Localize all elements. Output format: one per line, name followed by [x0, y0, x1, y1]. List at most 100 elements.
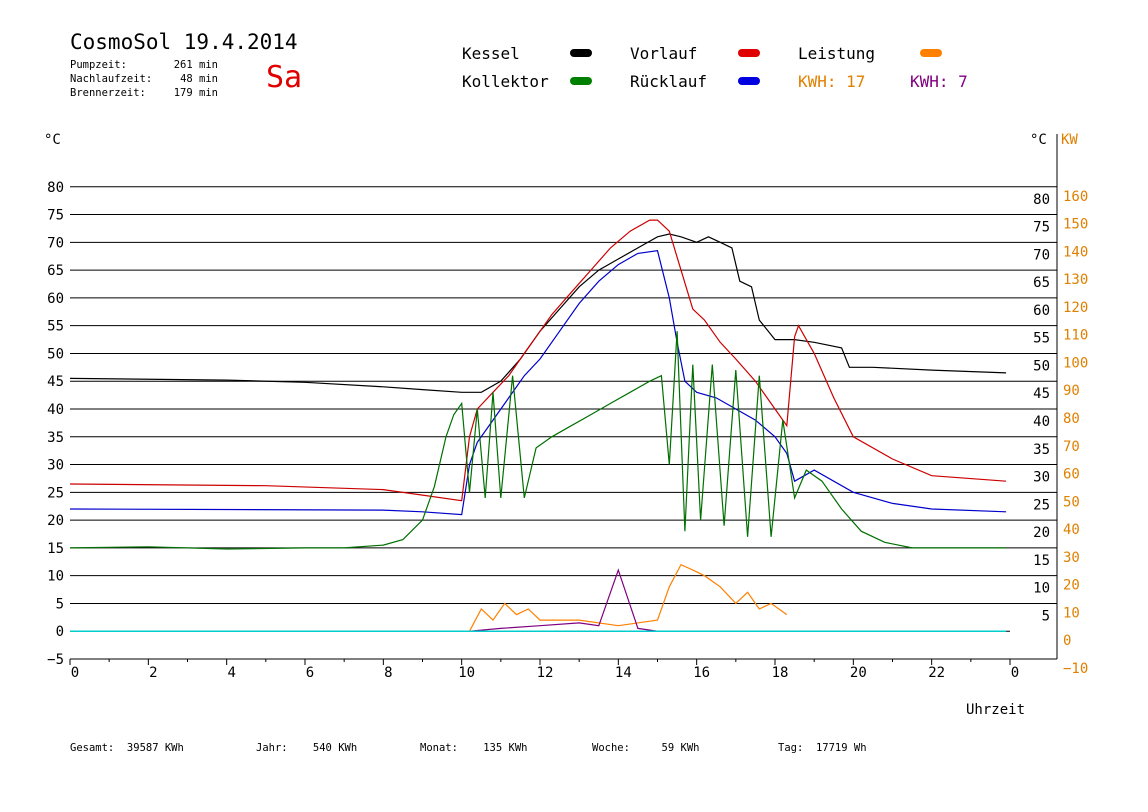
series-line-kessel: [69, 233, 1007, 393]
legend-label-kollektor: Kollektor: [462, 72, 549, 91]
stat-label: Pumpzeit:: [70, 59, 127, 71]
y-tick-label-right: 65: [1033, 275, 1050, 291]
y-tick-label-left: 5: [56, 596, 64, 612]
x-tick-label: 18: [772, 665, 789, 681]
stat-label: Nachlaufzeit:: [70, 73, 153, 85]
stat-value: 261 min: [173, 59, 218, 71]
y-tick-label-right: 20: [1033, 525, 1050, 541]
y-tick-label-left: 0: [56, 624, 64, 640]
y-tick-label-left: 40: [47, 402, 64, 418]
left-unit-label: °C: [44, 132, 61, 148]
series-lines: [69, 219, 1007, 632]
footer-label: Monat:: [420, 742, 458, 754]
x-tick-label: 0: [71, 665, 79, 681]
footer-value: 59 KWh: [661, 742, 700, 754]
y-tick-label-right: 75: [1033, 220, 1050, 236]
x-axis-label: Uhrzeit: [966, 702, 1025, 718]
y-tick-label-kw: 20: [1063, 578, 1080, 594]
stat-nachlaufzeit: Nachlaufzeit: 48 min: [70, 72, 218, 86]
legend-label-ruecklauf: Rücklauf: [630, 72, 708, 91]
footer-gesamt: Gesamt: 39587 KWh: [70, 742, 184, 754]
page-title: CosmoSol 19.4.2014: [70, 30, 298, 54]
x-tick-label: 6: [306, 665, 314, 681]
footer-jahr: Jahr: 540 KWh: [256, 742, 357, 754]
y-tick-label-left: 45: [47, 374, 64, 390]
footer-woche: Woche: 59 KWh: [592, 742, 699, 754]
y-tick-label-left: 65: [47, 263, 64, 279]
y-tick-label-right: 40: [1033, 414, 1050, 430]
y-tick-label-left: 50: [47, 346, 64, 362]
y-tick-label-left: 25: [47, 485, 64, 501]
y-tick-label-right: 45: [1033, 386, 1050, 402]
x-tick-label: 22: [928, 665, 945, 681]
footer-value: 540 KWh: [312, 742, 358, 754]
y-tick-label-right: 55: [1033, 331, 1050, 347]
legend-swatch-kollektor: [570, 77, 592, 85]
x-tick-label: 12: [537, 665, 554, 681]
footer-label: Tag:: [778, 742, 804, 754]
y-tick-label-kw: 130: [1063, 272, 1088, 288]
footer-value: 17719 Wh: [815, 742, 867, 754]
x-tick-label: 0: [1011, 665, 1019, 681]
y-tick-label-left: 70: [47, 235, 64, 251]
x-tick-label: 2: [149, 665, 157, 681]
footer-label: Gesamt:: [70, 742, 115, 754]
footer-value: 135 KWh: [483, 742, 528, 754]
y-tick-label-right: 50: [1033, 358, 1050, 374]
y-tick-label-right: 80: [1033, 192, 1050, 208]
stat-value: 48 min: [180, 73, 218, 85]
tick-labels: 80757065605550454035302520151050−5807570…: [47, 180, 1088, 681]
x-tick-label: 14: [615, 665, 632, 681]
series-line-ruecklauf: [69, 250, 1007, 516]
x-tick-label: 4: [227, 665, 235, 681]
legend-label-leistung: Leistung: [798, 44, 876, 63]
stat-brennerzeit: Brennerzeit: 179 min: [70, 86, 218, 100]
y-tick-label-kw: 60: [1063, 467, 1080, 483]
y-tick-label-kw: 100: [1063, 355, 1088, 371]
legend-label-kessel: Kessel: [462, 44, 520, 63]
x-tick-label: 10: [458, 665, 475, 681]
x-tick-label: 16: [693, 665, 710, 681]
series-line-leistung: [468, 563, 788, 632]
legend-label-vorlauf: Vorlauf: [630, 44, 698, 63]
y-tick-label-kw: 40: [1063, 522, 1080, 538]
y-tick-label-left: 60: [47, 291, 64, 307]
series-line-kollektor: [69, 331, 1007, 550]
weekday-label: Sa: [266, 60, 303, 95]
y-tick-label-left: 35: [47, 430, 64, 446]
y-tick-label-kw: 0: [1063, 633, 1071, 649]
legend-swatch-vorlauf: [738, 49, 760, 57]
gridlines: [70, 186, 1057, 632]
y-tick-label-kw: 150: [1063, 217, 1088, 233]
y-tick-label-left: −5: [47, 652, 64, 668]
y-tick-label-kw: 10: [1063, 605, 1080, 621]
series-line-vorlauf: [69, 219, 1007, 502]
y-tick-label-right: 15: [1033, 553, 1050, 569]
y-tick-label-left: 30: [47, 458, 64, 474]
y-tick-label-kw: 90: [1063, 383, 1080, 399]
y-tick-label-kw: −10: [1063, 661, 1088, 677]
kw-unit-label: KW: [1061, 132, 1078, 148]
stat-label: Brennerzeit:: [70, 87, 146, 99]
y-tick-label-right: 10: [1033, 581, 1050, 597]
right-unit-label: °C: [1030, 132, 1047, 148]
y-tick-label-right: 5: [1042, 608, 1050, 624]
y-tick-label-kw: 80: [1063, 411, 1080, 427]
footer-monat: Monat: 135 KWh: [420, 742, 528, 754]
y-tick-label-left: 75: [47, 208, 64, 224]
y-tick-label-kw: 30: [1063, 550, 1080, 566]
legend-swatch-leistung: [920, 49, 942, 57]
legend-swatch-ruecklauf: [738, 77, 760, 85]
y-tick-label-left: 20: [47, 513, 64, 529]
stat-value: 179 min: [173, 87, 218, 99]
y-tick-label-kw: 70: [1063, 439, 1080, 455]
x-tick-label: 8: [384, 665, 392, 681]
axes: [69, 134, 1058, 665]
y-tick-label-left: 80: [47, 180, 64, 196]
stat-pumpzeit: Pumpzeit: 261 min: [70, 58, 218, 72]
y-tick-label-kw: 110: [1063, 328, 1088, 344]
y-tick-label-left: 55: [47, 319, 64, 335]
footer-tag: Tag: 17719 Wh: [778, 742, 867, 754]
y-tick-label-kw: 50: [1063, 494, 1080, 510]
